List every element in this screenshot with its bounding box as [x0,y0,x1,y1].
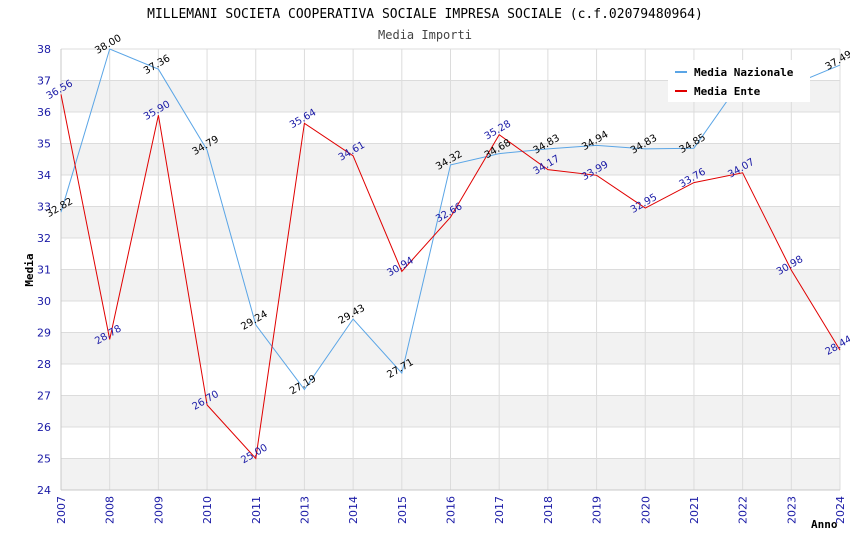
legend-box [668,60,810,102]
x-tick-label: 2022 [737,496,750,524]
y-axis-label: Media [23,253,36,286]
series-line-media-ente [60,94,841,460]
y-tick-label: 37 [37,75,51,88]
y-tick-label: 29 [37,327,51,340]
x-tick-label: 2017 [493,496,506,524]
chart-subtitle: Media Importi [378,28,472,42]
y-tick-label: 32 [37,232,51,245]
y-tick-label: 38 [37,43,51,56]
data-label: 35.28 [483,119,513,143]
legend: Media Nazionale Media Ente [668,60,810,102]
data-label: 29.43 [337,303,367,327]
data-label: 37.36 [142,53,172,77]
data-label: 29.24 [239,309,269,333]
x-tick-label: 2007 [55,496,68,524]
x-tick-label: 2009 [152,496,165,524]
y-tick-label: 33 [37,201,51,214]
y-tick-label: 35 [37,138,51,151]
x-axis-label: Anno [811,518,838,531]
y-tick-label: 24 [37,484,51,497]
y-tick-label: 27 [37,390,51,403]
series-group [60,48,841,460]
data-label: 27.19 [288,373,318,397]
y-tick-label: 28 [37,358,51,371]
y-tick-labels: 24 25 26 27 28 29 30 31 32 33 34 35 36 37 38 [37,43,51,497]
x-tick-label: 2018 [542,496,555,524]
y-tick-label: 34 [37,169,51,182]
y-tick-label: 36 [37,106,51,119]
x-tick-label: 2024 [834,496,847,524]
y-tick-label: 30 [37,295,51,308]
x-tick-label: 2021 [688,496,701,524]
legend-label: Media Ente [694,85,761,98]
x-tick-label: 2008 [104,496,117,524]
y-tick-label: 25 [37,453,51,466]
x-tick-label: 2014 [347,496,360,524]
x-tick-label: 2023 [785,496,798,524]
axes [60,49,840,491]
chart-title: MILLEMANI SOCIETA COOPERATIVA SOCIALE IM… [147,7,703,22]
y-tick-label: 26 [37,421,51,434]
x-tick-label: 2019 [591,496,604,524]
x-tick-label: 2020 [639,496,652,524]
data-label: 37.49 [824,49,850,73]
x-tick-label: 2016 [445,496,458,524]
x-tick-label: 2015 [396,496,409,524]
legend-label: Media Nazionale [694,66,794,79]
x-tick-label: 2013 [298,496,311,524]
x-tick-label: 2010 [201,496,214,524]
x-tick-labels: 2007 2008 2009 2010 2011 2013 2014 2015 2016 2017… [55,496,847,524]
y-tick-label: 31 [37,264,51,277]
x-tick-label: 2011 [250,496,263,524]
series-line-media-nazionale [60,48,841,391]
